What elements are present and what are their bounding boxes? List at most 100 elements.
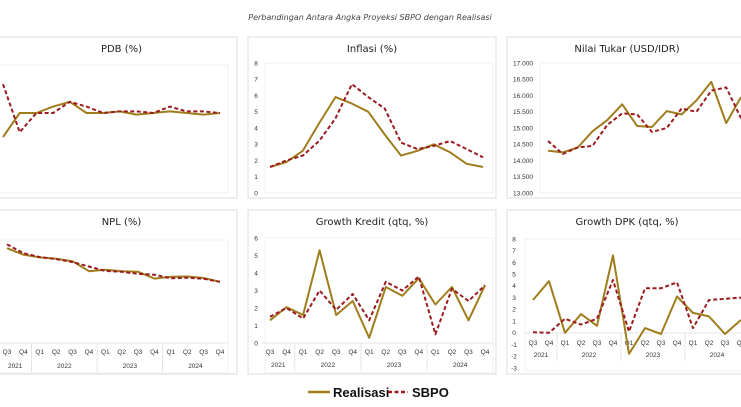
y-tick-label: 5 — [254, 253, 258, 260]
series-line-sbpo — [2, 83, 221, 134]
x-tick-label: Q3 — [529, 340, 538, 347]
y-tick-label: 13.000 — [513, 190, 533, 197]
chart-title: PDB (%) — [101, 44, 142, 55]
x-tick-label: Q4 — [737, 340, 741, 347]
y-tick-label: 1 — [254, 174, 258, 181]
y-tick-label: 15.000 — [513, 125, 533, 132]
y-tick-label: 5 — [512, 271, 516, 278]
chart-title: Growth DPK (qtq, %) — [575, 217, 678, 228]
x-year-label: 2021 — [8, 363, 23, 370]
panel-nilai-tukar-usd-idr: Nilai Tukar (USD/IDR) 13.000 13.500 14.000 1… — [506, 36, 741, 199]
x-tick-label: Q3 — [134, 349, 143, 356]
chart-title: Growth Kredit (qtq, %) — [316, 217, 429, 228]
x-year-label: 2023 — [387, 362, 402, 369]
chart-title: Inflasi (%) — [347, 44, 397, 55]
y-tick-label: 1 — [254, 323, 258, 330]
chart-title: Nilai Tukar (USD/IDR) — [574, 44, 679, 55]
x-tick-label: Q3 — [657, 340, 666, 347]
x-tick-label: Q4 — [481, 349, 490, 356]
x-tick-label: Q3 — [464, 349, 473, 356]
x-year-label: 2024 — [188, 363, 203, 370]
y-tick-label: 4 — [254, 125, 258, 132]
x-tick-label: Q3 — [199, 349, 208, 356]
y-tick-label: 3 — [512, 295, 516, 302]
y-tick-label: -1 — [511, 342, 517, 349]
legend-sbpo-label: SBPO — [412, 385, 449, 400]
y-tick-label: 17.000 — [513, 60, 533, 67]
x-tick-label: Q4 — [150, 349, 159, 356]
x-tick-label: Q2 — [52, 349, 61, 356]
panel-npl: NPL (%) Q3 Q4 Q1 Q2 Q3 Q4 Q1 Q2 Q3 Q4 Q1 Q2 Q3 Q4 2021 2… — [0, 209, 238, 375]
series-line-realisasi — [532, 254, 741, 355]
x-tick-label: Q3 — [398, 349, 407, 356]
x-tick-label: Q4 — [415, 349, 424, 356]
series-line-sbpo — [532, 279, 741, 334]
legend: Realisasi SBPO — [308, 385, 449, 400]
x-tick-label: Q2 — [315, 349, 324, 356]
x-tick-label: Q3 — [332, 349, 341, 356]
y-tick-label: 14.000 — [513, 158, 533, 165]
x-tick-label: Q2 — [117, 349, 126, 356]
y-tick-label: 2 — [512, 307, 516, 314]
x-tick-label: Q1 — [689, 340, 698, 347]
x-tick-label: Q3 — [593, 340, 602, 347]
series-line-realisasi — [547, 80, 741, 154]
panel-pdb: PDB (%) — [0, 36, 238, 199]
y-tick-label: 8 — [512, 236, 516, 243]
figure-supertitle: Perbandingan Antara Angka Proyeksi SBPO … — [248, 13, 492, 22]
series-line-realisasi — [269, 249, 486, 339]
x-tick-label: Q2 — [641, 340, 650, 347]
panel-inflasi: Inflasi (%) 0 1 2 3 4 5 6 7 8 — [247, 36, 497, 199]
x-tick-label: Q2 — [448, 349, 457, 356]
y-tick-label: -3 — [511, 365, 517, 372]
x-tick-label: Q1 — [431, 349, 440, 356]
x-year-label: 2024 — [710, 352, 725, 359]
x-tick-label: Q1 — [35, 349, 44, 356]
x-tick-label: Q4 — [282, 349, 291, 356]
chart-title: NPL (%) — [102, 217, 142, 228]
y-tick-label: 0 — [254, 340, 258, 347]
y-tick-label: 4 — [254, 270, 258, 277]
y-tick-label: 6 — [254, 235, 258, 242]
y-tick-label: 8 — [254, 60, 258, 67]
y-tick-label: 0 — [512, 330, 516, 337]
x-year-label: 2022 — [321, 362, 336, 369]
series-line-sbpo — [547, 86, 741, 155]
y-tick-label: 7 — [254, 77, 258, 84]
y-tick-label: 3 — [254, 142, 258, 149]
x-year-label: 2022 — [582, 352, 597, 359]
y-tick-label: 14.500 — [513, 142, 533, 149]
x-year-label: 2024 — [453, 362, 468, 369]
plot-area — [0, 239, 229, 374]
x-tick-label: Q1 — [625, 340, 634, 347]
x-tick-label: Q4 — [85, 349, 94, 356]
y-tick-label: 4 — [512, 283, 516, 290]
series-line-sbpo — [269, 275, 486, 336]
y-tick-label: 13.500 — [513, 174, 533, 181]
y-tick-label: 3 — [254, 288, 258, 295]
y-tick-label: 16.000 — [513, 93, 533, 100]
plot-area — [539, 62, 741, 194]
y-tick-label: 15.500 — [513, 109, 533, 116]
panel-growth-kredit-qtq: Growth Kredit (qtq, %) 0 1 2 3 4 5 6 Q3 Q4 Q1 Q2 Q3 Q… — [247, 209, 497, 375]
x-tick-label: Q4 — [348, 349, 357, 356]
x-tick-label: Q4 — [19, 349, 28, 356]
x-tick-label: Q4 — [673, 340, 682, 347]
x-year-label: 2021 — [271, 362, 286, 369]
x-tick-label: Q1 — [167, 349, 176, 356]
x-tick-label: Q3 — [3, 349, 12, 356]
x-tick-label: Q1 — [561, 340, 570, 347]
y-tick-label: 1 — [512, 318, 516, 325]
x-year-label: 2023 — [123, 363, 138, 370]
x-tick-label: Q2 — [577, 340, 586, 347]
y-tick-label: 2 — [254, 158, 258, 165]
y-tick-label: 5 — [254, 109, 258, 116]
x-tick-label: Q3 — [68, 349, 77, 356]
series-line-realisasi — [269, 96, 484, 168]
y-tick-label: 6 — [512, 260, 516, 267]
panel-growth-dpk-qtq: Growth DPK (qtq, %) -3 -2 -1 0 1 2 3 4 5 6 7 8 Q3 Q4 Q1… — [506, 209, 741, 375]
y-tick-label: 6 — [254, 93, 258, 100]
y-tick-label: 16.500 — [513, 77, 533, 84]
plot-area — [0, 64, 229, 194]
